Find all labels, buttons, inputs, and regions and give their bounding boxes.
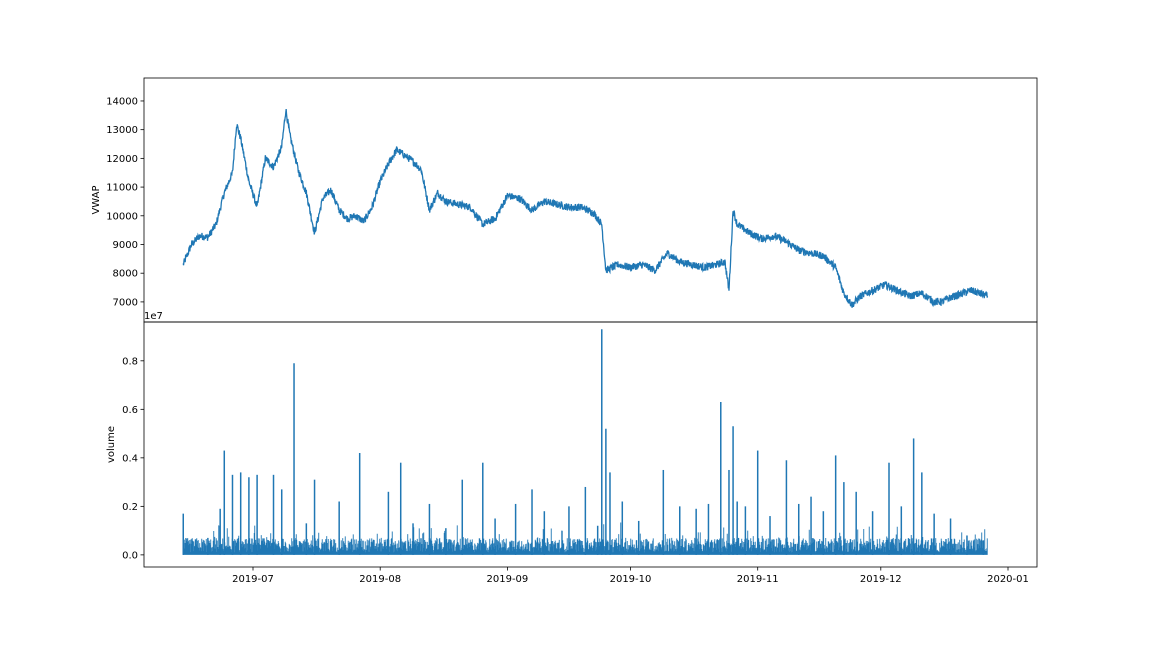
volume-y-axis-ticks: 0.0 0.2 0.4 0.6 0.8 bbox=[122, 356, 144, 561]
date-x-tick-label: 2020-01 bbox=[987, 574, 1029, 585]
vwap-y-tick-label: 9000 bbox=[113, 240, 138, 251]
date-x-tick-label: 2019-07 bbox=[232, 574, 274, 585]
date-x-tick-label: 2019-09 bbox=[487, 574, 529, 585]
vwap-y-tick-label: 11000 bbox=[106, 183, 138, 194]
vwap-y-tick-label: 12000 bbox=[106, 154, 138, 165]
date-x-tick-label: 2019-08 bbox=[359, 574, 401, 585]
date-x-tick-label: 2019-10 bbox=[610, 574, 652, 585]
vwap-y-tick-label: 8000 bbox=[113, 269, 138, 280]
vwap-y-tick-label: 10000 bbox=[106, 211, 138, 222]
volume-y-tick-label: 0.4 bbox=[122, 453, 138, 464]
date-x-tick-label: 2019-11 bbox=[737, 574, 779, 585]
volume-scale-label: 1e7 bbox=[144, 311, 163, 322]
date-x-tick-label: 2019-12 bbox=[860, 574, 902, 585]
vwap-y-tick-label: 7000 bbox=[113, 297, 138, 308]
volume-y-tick-label: 0.8 bbox=[122, 356, 138, 367]
volume-y-tick-label: 0.0 bbox=[122, 550, 138, 561]
volume-y-axis-label: volume bbox=[106, 426, 117, 463]
volume-panel: 0.00.20.40.60.8 volume 1e7 2019-07 2019-0… bbox=[106, 311, 1038, 585]
volume-bars-group bbox=[182, 329, 988, 555]
vwap-y-axis-label: VWAP bbox=[91, 185, 102, 214]
vwap-y-tick-label: 14000 bbox=[106, 96, 138, 107]
vwap-y-axis-ticks: 7000 8000 9000 10000 11000 12000 13000 14000 bbox=[106, 96, 144, 308]
volume-y-tick-label: 0.2 bbox=[122, 502, 138, 513]
vwap-line-group bbox=[182, 109, 989, 308]
date-x-axis-ticks: 2019-07 2019-08 2019-09 2019-10 2019-11 2019-… bbox=[232, 567, 1029, 585]
volume-y-tick-label: 0.6 bbox=[122, 405, 138, 416]
vwap-panel: 7000 8000 9000 10000 11000 12000 13000 14000 VW… bbox=[91, 77, 1038, 323]
vwap-y-tick-label: 13000 bbox=[106, 125, 138, 136]
vwap-series-line bbox=[182, 109, 989, 308]
volume-plot-frame bbox=[143, 321, 1038, 568]
